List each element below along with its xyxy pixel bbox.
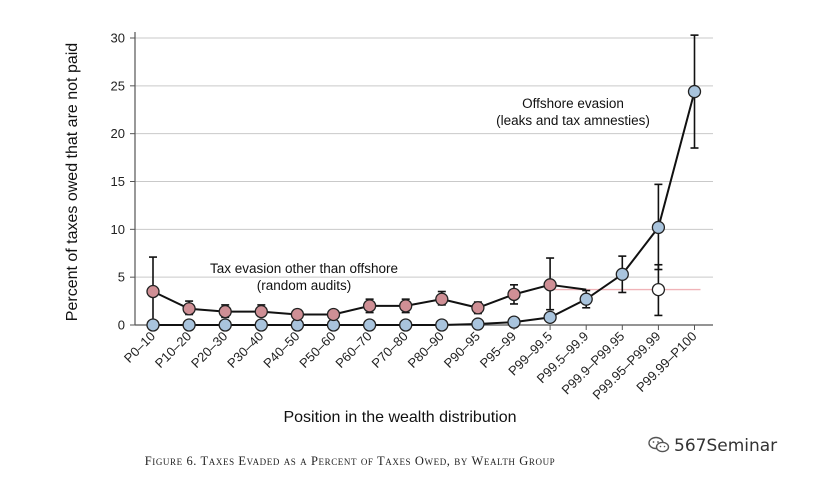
audit-point xyxy=(254,304,268,319)
offshore-annotation-line2: (leaks and tax amnesties) xyxy=(496,113,650,128)
x-tick-label: P20–30 xyxy=(188,329,230,371)
y-tick-label: 30 xyxy=(111,31,125,46)
audit-annotation-line2: (random audits) xyxy=(257,278,352,293)
error-bars xyxy=(149,34,699,326)
audit-series-line xyxy=(152,283,551,316)
wechat-icon xyxy=(648,436,670,453)
offshore-point xyxy=(579,292,593,306)
offshore-point xyxy=(362,318,377,332)
y-tick-label: 10 xyxy=(111,222,125,237)
offshore-annotation-line1: Offshore evasion xyxy=(522,96,624,111)
audit-point xyxy=(543,278,557,292)
offshore-point xyxy=(507,315,521,329)
x-tick-label: P30–40 xyxy=(224,329,266,371)
y-tick-label: 0 xyxy=(118,318,125,333)
audit-point xyxy=(507,287,521,302)
audit-point xyxy=(182,302,196,316)
y-tick-label: 15 xyxy=(111,174,125,189)
offshore-point xyxy=(182,318,196,332)
x-tick-label: P60–70 xyxy=(332,329,374,371)
x-tick-label: P70–80 xyxy=(369,329,411,371)
figure-caption: Figure 6. Taxes Evaded as a Percent of T… xyxy=(144,454,556,468)
audit-point xyxy=(290,307,305,322)
grid-lines xyxy=(135,37,713,278)
offshore-point xyxy=(651,220,666,235)
audit-point xyxy=(218,304,232,319)
y-tick-label: 25 xyxy=(111,78,125,93)
audit-point xyxy=(399,299,413,313)
audit-point xyxy=(326,307,341,322)
offshore-point xyxy=(471,317,485,331)
offshore-point xyxy=(399,318,413,332)
x-axis-title: Position in the wealth distribution xyxy=(283,409,516,426)
audit-tail-point xyxy=(651,282,666,297)
offshore-point xyxy=(543,310,557,324)
offshore-point xyxy=(146,318,160,332)
x-tick-label: P10–20 xyxy=(152,329,194,371)
x-tick-label: P80–90 xyxy=(405,329,447,371)
offshore-point xyxy=(435,318,449,332)
audit-point xyxy=(362,299,377,313)
y-tick-labels: 0 5 10 15 20 25 30 xyxy=(111,31,125,333)
offshore-point xyxy=(254,318,268,332)
x-tick-labels: P0–10P10–20P20–30P30–40P40–50P50–60P60–7… xyxy=(121,329,700,403)
y-tick-label: 20 xyxy=(111,126,125,141)
x-tick-label: P50–60 xyxy=(296,329,338,371)
offshore-point xyxy=(218,318,232,332)
x-tick-label: P90–95 xyxy=(441,329,483,371)
audit-point xyxy=(435,292,449,306)
y-tick-label: 5 xyxy=(118,270,125,285)
offshore-point xyxy=(615,267,629,281)
y-axis-title: Percent of taxes owed that are not paid xyxy=(64,43,81,321)
x-tick-label: P40–50 xyxy=(260,329,302,371)
offshore-series-line xyxy=(153,91,696,326)
audit-point xyxy=(146,284,160,299)
audit-annotation-line1: Tax evasion other than offshore xyxy=(210,261,398,276)
data-points xyxy=(146,84,702,332)
watermark-text: 567Seminar xyxy=(674,436,778,456)
audit-point xyxy=(471,301,485,315)
watermark: 567Seminar xyxy=(648,436,777,456)
offshore-point xyxy=(687,84,702,99)
